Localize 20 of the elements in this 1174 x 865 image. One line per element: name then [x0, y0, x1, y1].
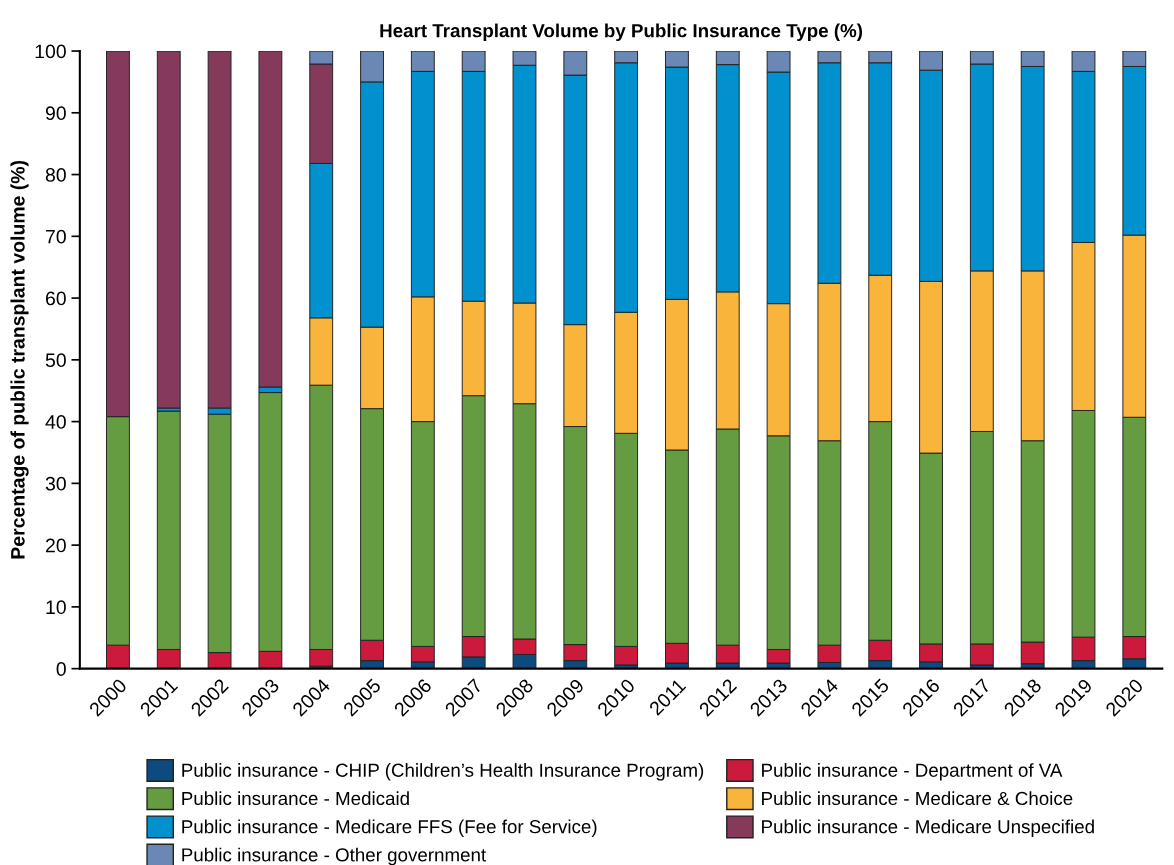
legend-label: Public insurance - Medicare Unspecified — [762, 819, 1094, 838]
legend-label: Public insurance - Department of VA — [762, 763, 1063, 781]
y-tick-label: 40 — [45, 415, 66, 429]
y-tick-label: 60 — [46, 291, 66, 306]
legend-label: Public insurance - CHIP (Children’s Health Insurance Program) — [182, 763, 704, 781]
y-tick-label: 20 — [45, 538, 66, 553]
legend-label: Public insurance - Medicaid — [182, 791, 409, 806]
y-tick-label: 0 — [56, 662, 66, 676]
legend-label: Public insurance - Medicare & Choice — [762, 791, 1073, 806]
y-tick-label: 80 — [45, 168, 66, 182]
y-tick-label: 100 — [35, 44, 66, 59]
y-tick-label: 10 — [46, 600, 66, 615]
y-tick-label: 90 — [45, 106, 66, 121]
chart-title: Heart Transplant Volume by Public Insurance Type (%) — [380, 23, 863, 42]
y-tick-label: 30 — [45, 476, 66, 491]
y-tick-label: 50 — [45, 353, 66, 368]
legend-label: Public insurance - Medicare FFS (Fee for Service) — [182, 819, 597, 838]
y-tick-label: 70 — [46, 229, 66, 244]
legend-label: Public insurance - Other government — [182, 847, 487, 865]
y-axis-title: Percentage of public transplant volume (%) — [10, 160, 29, 559]
